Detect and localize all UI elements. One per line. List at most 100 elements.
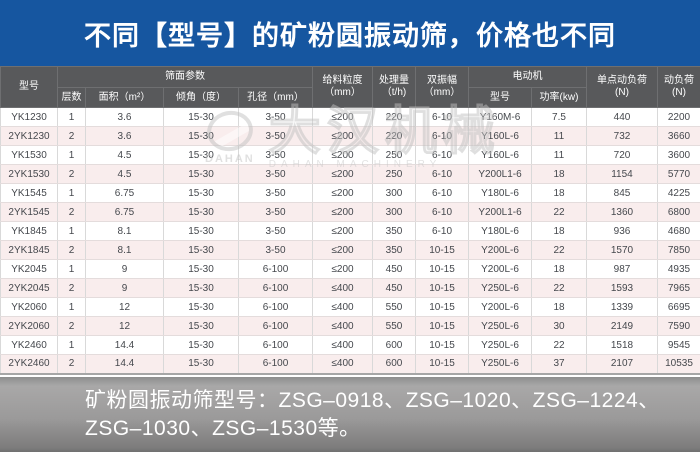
footer-note: 矿粉圆振动筛型号：ZSG–0918、ZSG–1020、ZSG–1224、 ZSG… xyxy=(0,377,700,452)
table-cell: 6.75 xyxy=(85,202,164,222)
table-cell: 15-30 xyxy=(163,164,239,184)
footer-line1: 矿粉圆振动筛型号：ZSG–0918、ZSG–1020、ZSG–1224、 xyxy=(85,389,660,412)
table-cell: 18 xyxy=(531,183,587,203)
table-row: 2YK2060 2 12 15-30 6-100 ≤400 550 10-15 Y250L-6 3… xyxy=(0,316,700,336)
table-cell: ≤400 xyxy=(312,278,373,298)
table-cell: 30 xyxy=(531,316,587,336)
table-cell: 3-50 xyxy=(238,164,313,184)
table-cell: ≤200 xyxy=(312,126,373,146)
col-header-feed-size: 给料粒度 （mm） xyxy=(312,66,373,108)
table-cell: 11 xyxy=(531,145,587,165)
table-cell: 3600 xyxy=(657,145,700,165)
table-cell: 3.6 xyxy=(85,107,164,127)
table-cell: 987 xyxy=(586,259,658,279)
table-cell: 37 xyxy=(531,354,587,375)
table-cell: 10535 xyxy=(657,354,700,375)
col-header-aperture: 孔径（mm） xyxy=(238,87,313,108)
table-cell: 2107 xyxy=(586,354,658,375)
table-cell: Y200L-6 xyxy=(468,240,532,260)
table-cell: ≤200 xyxy=(312,107,373,127)
table-cell: 450 xyxy=(372,278,416,298)
table-cell: Y180L-6 xyxy=(468,221,532,241)
table-cell: Y200L-6 xyxy=(468,259,532,279)
table-row: YK1230 1 3.6 15-30 3-50 ≤200 220 6-10 Y160M-6 7.5… xyxy=(0,107,700,127)
table-cell: 3-50 xyxy=(238,107,313,127)
table-cell: YK1230 xyxy=(0,107,58,127)
table-cell: 3.6 xyxy=(85,126,164,146)
table-cell: 15-30 xyxy=(163,354,239,375)
table-cell: 2 xyxy=(57,202,86,222)
table-cell: 10-15 xyxy=(415,335,469,355)
table-cell: Y250L-6 xyxy=(468,278,532,298)
col-header-layers: 层数 xyxy=(57,87,86,108)
table-cell: 7590 xyxy=(657,316,700,336)
table-cell: 936 xyxy=(586,221,658,241)
table-cell: 1 xyxy=(57,107,86,127)
table-cell: 4.5 xyxy=(85,164,164,184)
table-cell: 1 xyxy=(57,183,86,203)
table-cell: ≤200 xyxy=(312,183,373,203)
table-cell: 2 xyxy=(57,126,86,146)
table-cell: 15-30 xyxy=(163,259,239,279)
table-cell: 6-10 xyxy=(415,202,469,222)
table-cell: 3660 xyxy=(657,126,700,146)
table-cell: 10-15 xyxy=(415,278,469,298)
col-header-dynamic-load: 动负荷 (N) xyxy=(657,66,700,108)
col-header-power: 功率(kw) xyxy=(531,87,587,108)
table-cell: 220 xyxy=(372,107,416,127)
table-cell: YK1545 xyxy=(0,183,58,203)
table-cell: 6695 xyxy=(657,297,700,317)
table-cell: 250 xyxy=(372,145,416,165)
table-cell: 6-10 xyxy=(415,145,469,165)
table-cell: 2149 xyxy=(586,316,658,336)
table-cell: 6-10 xyxy=(415,126,469,146)
table-cell: 6-100 xyxy=(238,259,313,279)
table-cell: Y160L-6 xyxy=(468,145,532,165)
table-cell: 732 xyxy=(586,126,658,146)
table-cell: 550 xyxy=(372,316,416,336)
table-cell: 2 xyxy=(57,278,86,298)
table-cell: 550 xyxy=(372,297,416,317)
spec-table-body: YK1230 1 3.6 15-30 3-50 ≤200 220 6-10 Y160M-6 7.5… xyxy=(0,107,700,375)
table-cell: 600 xyxy=(372,354,416,375)
table-cell: 3-50 xyxy=(238,145,313,165)
table-cell: 6-100 xyxy=(238,278,313,298)
table-cell: 1 xyxy=(57,145,86,165)
table-cell: 10-15 xyxy=(415,354,469,375)
table-cell: 2200 xyxy=(657,107,700,127)
table-cell: 6-100 xyxy=(238,354,313,375)
table-cell: 2YK1530 xyxy=(0,164,58,184)
table-cell: 350 xyxy=(372,221,416,241)
table-cell: 11 xyxy=(531,126,587,146)
table-cell: Y250L-6 xyxy=(468,316,532,336)
table-cell: 6-10 xyxy=(415,107,469,127)
table-row: 2YK1230 2 3.6 15-30 3-50 ≤200 220 6-10 Y160L-6 11… xyxy=(0,126,700,146)
table-cell: 9 xyxy=(85,278,164,298)
table-cell: 2 xyxy=(57,354,86,375)
divider-gap xyxy=(0,373,700,377)
table-cell: ≤400 xyxy=(312,297,373,317)
table-row: YK1845 1 8.1 15-30 3-50 ≤200 350 6-10 Y180L-6 18 9… xyxy=(0,221,700,241)
col-group-screen-params: 筛面参数 xyxy=(57,66,313,88)
table-cell: 3-50 xyxy=(238,183,313,203)
table-cell: 1 xyxy=(57,221,86,241)
table-cell: 2 xyxy=(57,164,86,184)
table-cell: 15-30 xyxy=(163,335,239,355)
table-cell: 300 xyxy=(372,202,416,222)
table-cell: 8.1 xyxy=(85,240,164,260)
table-cell: 2YK1545 xyxy=(0,202,58,222)
table-cell: ≤400 xyxy=(312,335,373,355)
table-cell: ≤200 xyxy=(312,240,373,260)
table-cell: 1 xyxy=(57,335,86,355)
table-cell: 18 xyxy=(531,164,587,184)
table-cell: Y180L-6 xyxy=(468,183,532,203)
table-row: YK1530 1 4.5 15-30 3-50 ≤200 250 6-10 Y160L-6 11 7… xyxy=(0,145,700,165)
table-cell: Y200L1-6 xyxy=(468,202,532,222)
table-cell: 22 xyxy=(531,278,587,298)
table-cell: 8.1 xyxy=(85,221,164,241)
table-cell: Y200L1-6 xyxy=(468,164,532,184)
table-cell: 9 xyxy=(85,259,164,279)
table-cell: 7965 xyxy=(657,278,700,298)
table-cell: 15-30 xyxy=(163,316,239,336)
